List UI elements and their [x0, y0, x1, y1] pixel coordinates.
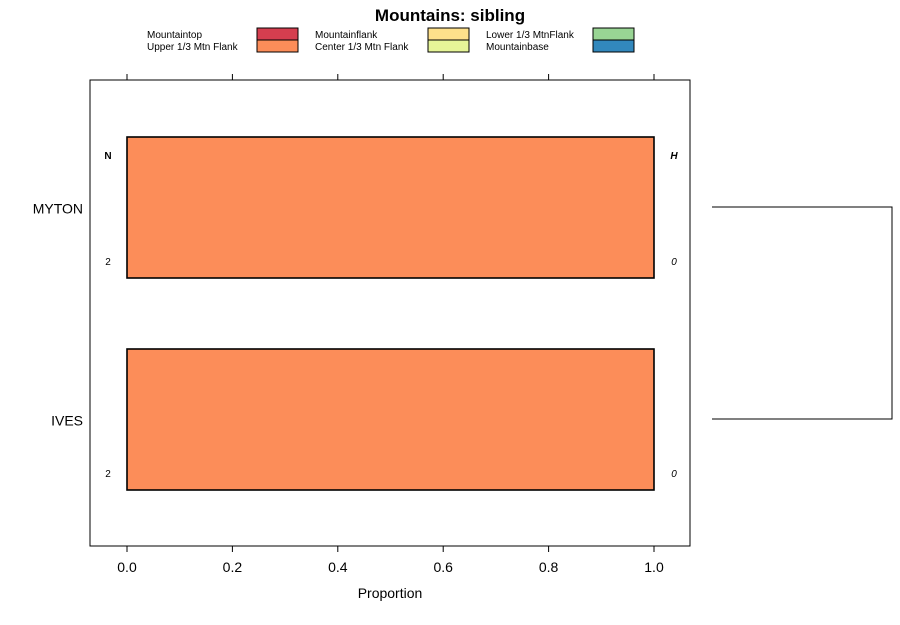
n-header: N [104, 151, 111, 162]
legend-label: Lower 1/3 MtnFlank [486, 30, 575, 41]
chart-title: Mountains: sibling [375, 6, 525, 25]
bar-segment [126, 348, 655, 491]
n-value: 2 [105, 469, 111, 480]
legend-label: Center 1/3 Mtn Flank [315, 42, 409, 53]
x-tick-label: 0.2 [223, 559, 243, 575]
dendrogram [712, 206, 893, 420]
x-tick-label: 0.6 [433, 559, 453, 575]
legend-swatch [427, 27, 470, 41]
x-axis: 0.0 0.2 0.4 0.6 0.8 1.0 [117, 74, 664, 575]
legend-swatch [592, 39, 635, 53]
legend-label: Upper 1/3 Mtn Flank [147, 42, 239, 53]
plot-panel [89, 79, 691, 547]
x-tick-label: 0.4 [328, 559, 348, 575]
legend-label: Mountaintop [147, 30, 202, 41]
bars: MYTON IVES [33, 136, 655, 491]
n-value: 2 [105, 257, 111, 268]
h-header: H [670, 151, 678, 162]
x-tick-label: 0.0 [117, 559, 137, 575]
legend-swatch [256, 39, 299, 53]
x-axis-label: Proportion [358, 585, 423, 601]
category-label: IVES [51, 413, 83, 429]
h-value: 0 [671, 469, 677, 480]
legend-swatch [592, 27, 635, 41]
legend-label: Mountainflank [315, 30, 378, 41]
legend-swatch [427, 39, 470, 53]
bar-segment [126, 136, 655, 279]
x-tick-label: 0.8 [539, 559, 559, 575]
annotations: N H 2 0 2 0 [104, 151, 678, 480]
legend-swatch [256, 27, 299, 41]
x-tick-label: 1.0 [644, 559, 664, 575]
h-value: 0 [671, 257, 677, 268]
category-label: MYTON [33, 201, 83, 217]
legend-label: Mountainbase [486, 42, 549, 53]
